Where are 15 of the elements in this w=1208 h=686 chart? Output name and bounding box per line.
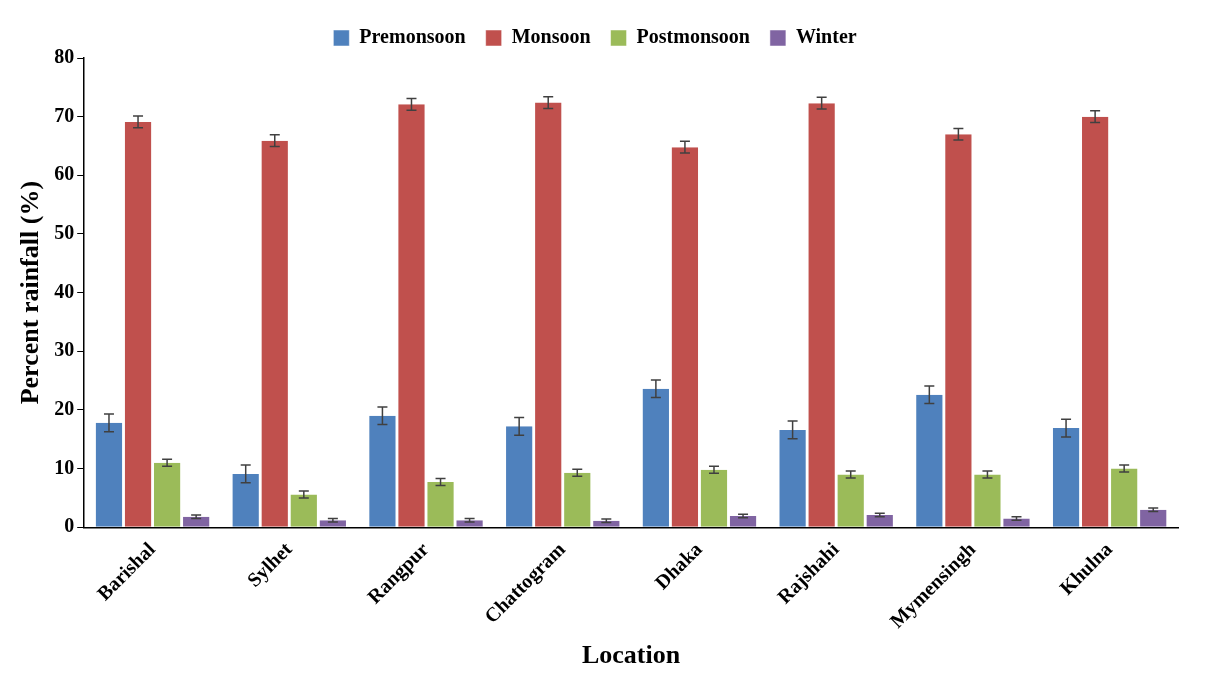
legend-label: Postmonsoon	[636, 25, 750, 48]
y-tick-label: 80	[54, 45, 75, 68]
legend-label: Winter	[795, 25, 857, 48]
y-tick-label: 70	[54, 103, 75, 126]
x-axis-title: Location	[581, 640, 681, 670]
y-axis-title: Percent rainfall (%)	[15, 180, 45, 405]
y-tick-label: 60	[54, 162, 75, 185]
legend-label: Monsoon	[511, 25, 591, 48]
y-tick-label: 50	[54, 221, 75, 244]
y-tick-label: 40	[54, 279, 75, 302]
y-tick-label: 0	[64, 514, 75, 537]
y-tick-label: 10	[54, 455, 75, 478]
y-tick-label: 30	[54, 338, 75, 361]
legend-label: Premonsoon	[359, 25, 466, 48]
y-tick-label: 20	[54, 397, 75, 420]
